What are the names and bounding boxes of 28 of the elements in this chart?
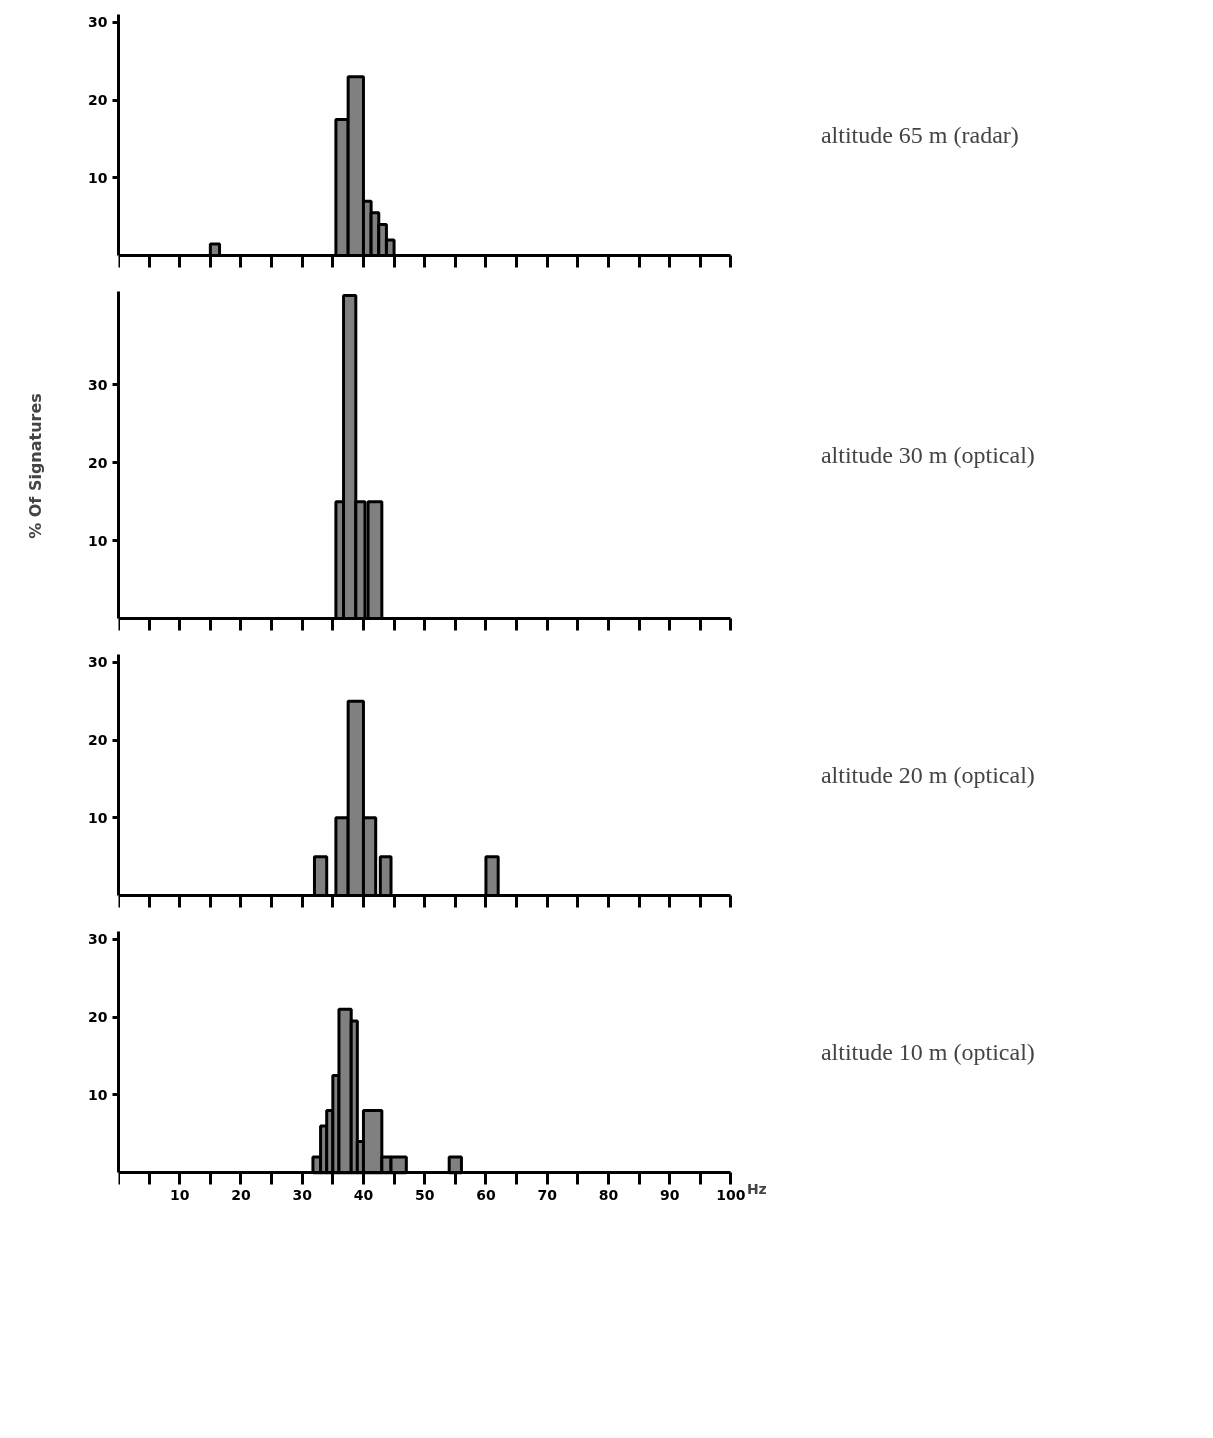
y-tick-label: 30 <box>88 376 108 393</box>
x-tick-label: 90 <box>659 1186 680 1203</box>
y-tick-label: 10 <box>88 532 108 549</box>
text: altitude 30 m (optical) <box>820 442 1035 469</box>
x-tick-label: 50 <box>414 1186 435 1203</box>
x-axis-title: Hz <box>746 1180 767 1197</box>
x-tick-label: 20 <box>231 1186 251 1203</box>
text: altitude 65 m (radar) <box>820 122 1019 149</box>
x-tick-label: 30 <box>292 1186 313 1203</box>
x-tick-label: 60 <box>476 1186 496 1203</box>
y-tick-label: 30 <box>88 14 108 31</box>
y-tick-label: 30 <box>88 931 108 948</box>
y-tick-label: 10 <box>88 1086 108 1103</box>
y-tick-label: 20 <box>88 732 108 749</box>
text: altitude 20 m (optical) <box>820 762 1035 789</box>
x-tick-label: 40 <box>353 1186 374 1203</box>
x-tick-label: 80 <box>598 1186 619 1203</box>
x-tick-label: 70 <box>537 1186 558 1203</box>
y-tick-label: 20 <box>88 454 108 471</box>
x-tick-label: 100 <box>716 1186 746 1203</box>
x-tick-label: 10 <box>170 1186 190 1203</box>
y-tick-label: 10 <box>88 809 108 826</box>
y-axis-title: % Of Signatures <box>26 393 46 539</box>
text: altitude 10 m (optical) <box>820 1039 1035 1066</box>
y-tick-label: 10 <box>88 169 108 186</box>
y-tick-label: 20 <box>88 92 108 109</box>
y-tick-label: 20 <box>88 1009 108 1026</box>
y-tick-label: 30 <box>88 654 108 671</box>
